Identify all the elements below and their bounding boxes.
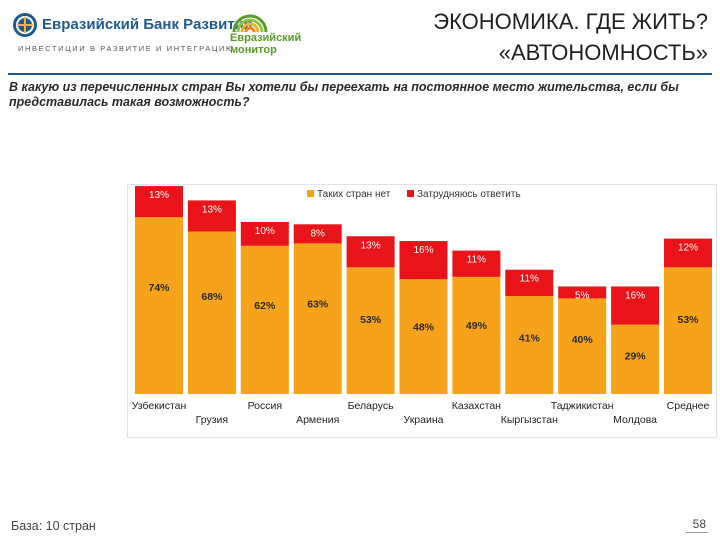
data-label-unsure: 10% — [255, 226, 275, 237]
category-label: Грузия — [196, 414, 228, 426]
bank-name: Евразийский Банк Развития — [42, 16, 253, 33]
bar-unsure — [664, 238, 712, 268]
bar-none — [452, 276, 501, 394]
footer-base-note: База: 10 стран — [11, 519, 96, 533]
bar-unsure — [452, 250, 501, 277]
category-label: Армения — [296, 414, 339, 426]
data-label-unsure: 13% — [149, 190, 169, 201]
stacked-bar-chart: Таких стран нет Затрудняюсь ответить 13% 74… — [132, 186, 712, 426]
category-label: Кыргызстан — [501, 414, 558, 426]
category-label: Украина — [404, 414, 444, 426]
data-label-none: 63% — [307, 299, 329, 311]
slide-title: ЭКОНОМИКА. ГДЕ ЖИТЬ? «АВТОНОМНОСТЬ» — [348, 6, 708, 68]
bar-none — [505, 296, 554, 394]
page-number: 58 — [692, 517, 706, 531]
data-label-unsure: 12% — [678, 243, 698, 254]
category-label: Таджикистан — [551, 400, 614, 412]
bar-unsure — [611, 286, 660, 325]
bar-unsure — [187, 200, 236, 232]
data-label-none: 53% — [360, 314, 382, 326]
legend-swatch-none — [307, 190, 314, 197]
header-divider — [8, 73, 712, 75]
legend-swatch-unsure — [407, 190, 414, 197]
page-number-underline — [686, 532, 708, 533]
bar-unsure — [558, 286, 607, 299]
bar-unsure — [240, 221, 289, 246]
eurasian-monitor-logo: Евразийский монитор — [230, 8, 340, 58]
bar-none — [664, 267, 712, 394]
slide-title-line2: «АВТОНОМНОСТЬ» — [498, 40, 708, 65]
data-label-none: 40% — [572, 334, 594, 346]
data-label-none: 29% — [625, 351, 647, 363]
bar-unsure — [399, 241, 448, 280]
monitor-name: Евразийский монитор — [230, 32, 302, 56]
data-label-none: 62% — [254, 300, 276, 312]
data-label-none: 68% — [201, 291, 223, 303]
bank-emblem-icon — [13, 13, 37, 37]
category-label: Россия — [248, 400, 282, 412]
category-label: Молдова — [613, 414, 657, 426]
bar-unsure — [293, 224, 342, 244]
bank-tagline: ИНВЕСТИЦИИ В РАЗВИТИЕ И ИНТЕГРАЦИЮ — [18, 44, 236, 53]
bar-none — [240, 245, 289, 394]
category-label: Среднее — [667, 400, 710, 412]
bar-none — [293, 243, 342, 394]
bar-none — [187, 231, 236, 394]
monitor-rainbow-icon — [232, 14, 268, 32]
data-label-none: 49% — [466, 320, 488, 332]
data-label-unsure: 5% — [575, 290, 590, 301]
bar-none — [135, 217, 183, 394]
category-label: Узбекистан — [132, 400, 187, 412]
bar-none — [399, 279, 448, 394]
eurasian-bank-logo: Евразийский Банк Развития ИНВЕСТИЦИИ В Р… — [12, 10, 253, 56]
data-label-unsure: 16% — [413, 245, 433, 256]
bar-unsure — [135, 186, 183, 218]
category-label: Казахстан — [452, 400, 501, 412]
data-label-none: 74% — [148, 282, 170, 294]
data-label-unsure: 11% — [467, 255, 486, 266]
data-label-none: 53% — [677, 314, 699, 326]
data-label-unsure: 8% — [310, 228, 325, 239]
bar-none — [611, 324, 660, 394]
data-label-unsure: 16% — [625, 290, 645, 301]
survey-question: В какую из перечисленных стран Вы хотели… — [9, 80, 679, 109]
legend-label-unsure: Затрудняюсь ответить — [417, 189, 521, 200]
bar-none — [558, 298, 607, 394]
bar-unsure — [505, 269, 554, 297]
legend-label-none: Таких стран нет — [317, 189, 391, 200]
bar-none — [346, 267, 395, 394]
category-label: Беларусь — [348, 400, 394, 412]
bar-unsure — [346, 236, 395, 268]
data-label-unsure: 13% — [361, 240, 381, 251]
data-label-none: 41% — [519, 332, 541, 344]
data-label-none: 48% — [413, 322, 435, 334]
slide-title-line1: ЭКОНОМИКА. ГДЕ ЖИТЬ? — [433, 9, 708, 34]
data-label-unsure: 13% — [202, 204, 222, 215]
data-label-unsure: 11% — [520, 274, 539, 285]
